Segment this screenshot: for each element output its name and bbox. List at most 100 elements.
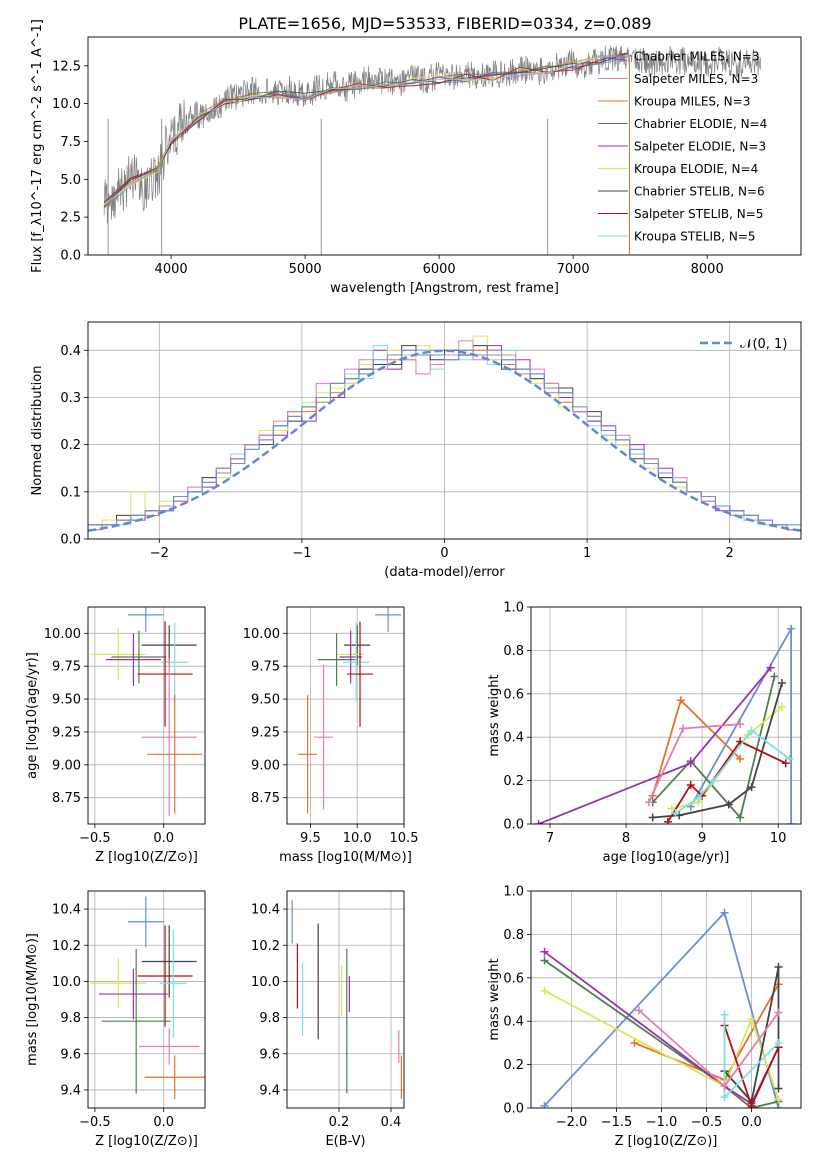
errorbar-point bbox=[344, 625, 371, 665]
x-tick-label: −1.0 bbox=[646, 1115, 678, 1130]
weight-marker bbox=[747, 726, 756, 735]
chart-massweight-vs-age: 7 8 9 10 0.0 0.2 0.4 0.6 0.8 1.0 age [log10(age/yr… bbox=[487, 601, 802, 865]
y-tick-label: 9.00 bbox=[52, 758, 81, 773]
errorbar-point bbox=[298, 695, 317, 814]
x-tick-label: 9 bbox=[698, 831, 706, 846]
plot-area bbox=[291, 900, 402, 1099]
errorbar-point bbox=[138, 1028, 200, 1065]
weight-marker bbox=[648, 813, 657, 822]
x-axis-label: Z [log10(Z/Z⊙)] bbox=[95, 850, 198, 865]
chart-spectrum: 4000 5000 6000 7000 8000 0.0 2.5 5.0 7.5 10.0 12.5… bbox=[30, 19, 802, 296]
y-tick-label: 0.6 bbox=[503, 971, 524, 986]
legend-entry: Salpeter ELODIE, N=3 bbox=[634, 140, 766, 154]
chart-massweight-vs-Z: −2.0 −1.5 −1.0 −0.5 0.0 0.0 0.2 0.4 0.6 0.8 1.0 Z [… bbox=[487, 885, 802, 1149]
weight-marker bbox=[679, 724, 688, 733]
spectrum-data-line bbox=[103, 45, 762, 224]
y-tick-label: 7.5 bbox=[60, 135, 81, 150]
y-tick-label: 0.0 bbox=[60, 249, 81, 264]
y-tick-label: 1.0 bbox=[503, 885, 524, 900]
chart-mass-vs-Z: −0.5 0.0 9.4 9.6 9.8 10.0 10.2 10.4 Z [log10(Z/Z… bbox=[25, 890, 206, 1149]
weight-marker bbox=[534, 820, 543, 824]
y-tick-label: 10.0 bbox=[52, 975, 81, 990]
axes-frame bbox=[87, 606, 206, 825]
weight-marker bbox=[774, 1008, 783, 1017]
x-tick-label: −2 bbox=[150, 546, 169, 561]
y-tick-label: 9.4 bbox=[259, 1083, 280, 1098]
weight-line bbox=[651, 698, 741, 797]
y-tick-label: 0.2 bbox=[503, 1058, 524, 1073]
x-tick-label: 4000 bbox=[155, 262, 188, 277]
x-tick-label: −1 bbox=[292, 546, 311, 561]
legend: Chabrier MILES, N=3 Salpeter MILES, N=3 Kr… bbox=[598, 50, 767, 244]
errorbar-point bbox=[101, 948, 171, 1094]
y-tick-label: 0.1 bbox=[60, 485, 81, 500]
y-tick-label: 9.75 bbox=[251, 660, 280, 675]
legend: 𝒩(0, 1) bbox=[700, 337, 787, 352]
y-tick-label: 10.00 bbox=[243, 627, 280, 642]
axes-frame bbox=[530, 606, 802, 825]
weight-marker bbox=[540, 986, 549, 995]
weight-marker bbox=[777, 702, 786, 711]
y-tick-label: 0.4 bbox=[60, 344, 81, 359]
x-tick-label: 0.0 bbox=[153, 1115, 174, 1130]
x-tick-label: 0 bbox=[440, 546, 448, 561]
weight-marker bbox=[663, 817, 672, 824]
y-axis-label: Normed distribution bbox=[30, 366, 45, 496]
errorbar-point bbox=[90, 957, 146, 1009]
y-tick-label: 0.0 bbox=[503, 1102, 524, 1117]
x-axis-label: mass [log10(M/M⊙)] bbox=[279, 850, 412, 865]
x-tick-label: 8 bbox=[622, 831, 630, 846]
x-tick-label: 0.2 bbox=[329, 1115, 350, 1130]
y-tick-label: 10.4 bbox=[52, 903, 81, 918]
y-tick-label: 0.3 bbox=[60, 391, 81, 406]
weight-marker bbox=[781, 759, 790, 768]
axes-frame bbox=[87, 890, 206, 1109]
errorbar-point bbox=[111, 630, 167, 684]
spectrum-model-line bbox=[103, 54, 627, 205]
y-tick-label: 5.0 bbox=[60, 173, 81, 188]
weight-marker bbox=[747, 783, 756, 792]
weight-marker bbox=[774, 1038, 783, 1047]
x-axis-label: Z [log10(Z/Z⊙)] bbox=[95, 1134, 198, 1149]
weight-marker bbox=[777, 678, 786, 687]
x-axis-label: age [log10(age/yr)] bbox=[603, 850, 730, 865]
errorbar-point bbox=[159, 928, 188, 1038]
weight-marker bbox=[785, 754, 794, 763]
y-axis-label: Flux [f_λ10^-17 erg cm^-2 s^-1 A^-1] bbox=[30, 19, 45, 273]
legend-entry: Salpeter STELIB, N=5 bbox=[634, 207, 763, 221]
errorbar-point bbox=[105, 633, 161, 686]
x-axis-label: wavelength [Angstrom, rest frame] bbox=[330, 281, 559, 296]
weight-marker bbox=[720, 1082, 729, 1091]
weight-line bbox=[543, 959, 779, 1108]
weight-marker bbox=[720, 908, 729, 917]
y-axis-label: mass [log10(M/M⊙)] bbox=[25, 933, 40, 1066]
weight-marker bbox=[736, 754, 745, 763]
x-tick-label: 5000 bbox=[289, 262, 322, 277]
weight-marker bbox=[540, 1101, 549, 1108]
legend-entry: Salpeter MILES, N=3 bbox=[634, 72, 758, 86]
spectrum-model-line bbox=[103, 52, 627, 207]
panels: 4000 5000 6000 7000 80000.02.55.07.510.012.5… bbox=[25, 19, 802, 1149]
weight-marker bbox=[770, 672, 779, 681]
legend-entry: Kroupa STELIB, N=5 bbox=[634, 230, 756, 244]
y-tick-label: 0.4 bbox=[503, 731, 524, 746]
errorbar-point bbox=[141, 925, 197, 998]
y-axis-label: mass weight bbox=[487, 674, 502, 756]
legend-entry: Chabrier STELIB, N=6 bbox=[634, 185, 765, 199]
x-axis-label: (data-model)/error bbox=[384, 565, 505, 580]
errorbar-point bbox=[99, 968, 168, 1020]
legend-entry: Kroupa ELODIE, N=4 bbox=[634, 162, 758, 176]
errorbar-point bbox=[144, 1055, 205, 1099]
x-tick-label: 0.0 bbox=[153, 831, 174, 846]
y-tick-label: 2.5 bbox=[60, 211, 81, 226]
y-tick-label: 1.0 bbox=[503, 601, 524, 616]
y-tick-label: 9.00 bbox=[251, 758, 280, 773]
weight-line bbox=[671, 706, 783, 810]
y-tick-label: 10.00 bbox=[44, 627, 81, 642]
y-tick-label: 12.5 bbox=[52, 59, 81, 74]
axes-frame bbox=[87, 321, 802, 540]
plot-area bbox=[534, 624, 796, 824]
chart-residuals: −2 −1 0 1 2 0.0 0.1 0.2 0.3 0.4 𝒩(0, 1) (data-model… bbox=[30, 321, 802, 580]
y-tick-label: 0.0 bbox=[503, 818, 524, 833]
